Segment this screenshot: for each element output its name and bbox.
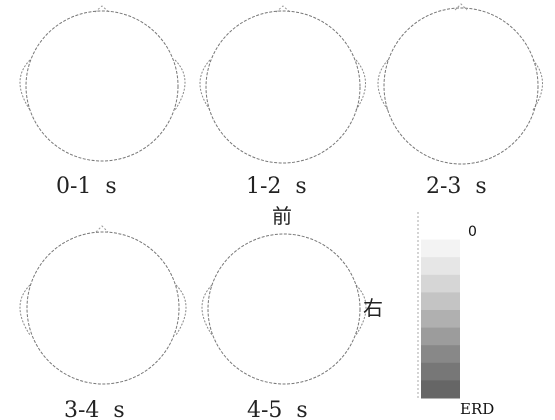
nose-icon xyxy=(275,5,291,13)
colorbar-bottom-label: ERD xyxy=(460,400,494,418)
left-ear-icon xyxy=(201,284,213,336)
head-outline xyxy=(383,7,539,165)
head-map-1-2 xyxy=(199,5,366,164)
colorbar-level xyxy=(421,345,460,364)
head-map-4-5 xyxy=(201,233,367,385)
head-map-0-1 xyxy=(19,5,186,162)
colorbar-level xyxy=(421,362,460,381)
colorbar-level xyxy=(421,257,460,276)
map-label: 2-3 s xyxy=(426,174,487,199)
colorbar-level xyxy=(421,222,460,241)
right-ear-icon xyxy=(175,284,187,336)
map-label: 4-5 s xyxy=(247,398,308,420)
nose-icon xyxy=(454,3,468,11)
left-ear-icon xyxy=(19,284,31,336)
head-outline xyxy=(205,10,361,164)
front-orientation-label: 前 xyxy=(272,204,292,228)
colorbar-level xyxy=(421,327,460,346)
right-orientation-label: 右 xyxy=(363,296,383,320)
colorbar: 0 ERD xyxy=(417,212,494,418)
left-ear-icon xyxy=(19,59,31,111)
map-label: 1-2 s xyxy=(246,174,307,199)
nose-icon xyxy=(94,5,110,13)
colorbar-level xyxy=(421,310,460,329)
left-ear-icon xyxy=(199,59,211,111)
colorbar-level xyxy=(421,239,460,258)
head-outline xyxy=(207,233,361,385)
head-outline xyxy=(25,10,179,162)
colorbar-level xyxy=(421,292,460,311)
colorbar-levels xyxy=(421,222,460,399)
map-label: 3-4 s xyxy=(64,398,125,420)
head-outline xyxy=(26,231,180,385)
right-ear-icon xyxy=(174,59,186,111)
colorbar-level xyxy=(421,274,460,293)
colorbar-top-label: 0 xyxy=(468,224,477,240)
head-map-3-4 xyxy=(19,225,187,385)
right-ear-icon xyxy=(355,284,367,336)
right-ear-icon xyxy=(532,59,543,111)
head-map-2-3 xyxy=(377,3,543,165)
nose-icon xyxy=(95,225,109,233)
map-label: 0-1 s xyxy=(56,174,117,199)
left-ear-icon xyxy=(377,59,389,111)
colorbar-level xyxy=(421,380,460,399)
right-ear-icon xyxy=(355,59,366,111)
